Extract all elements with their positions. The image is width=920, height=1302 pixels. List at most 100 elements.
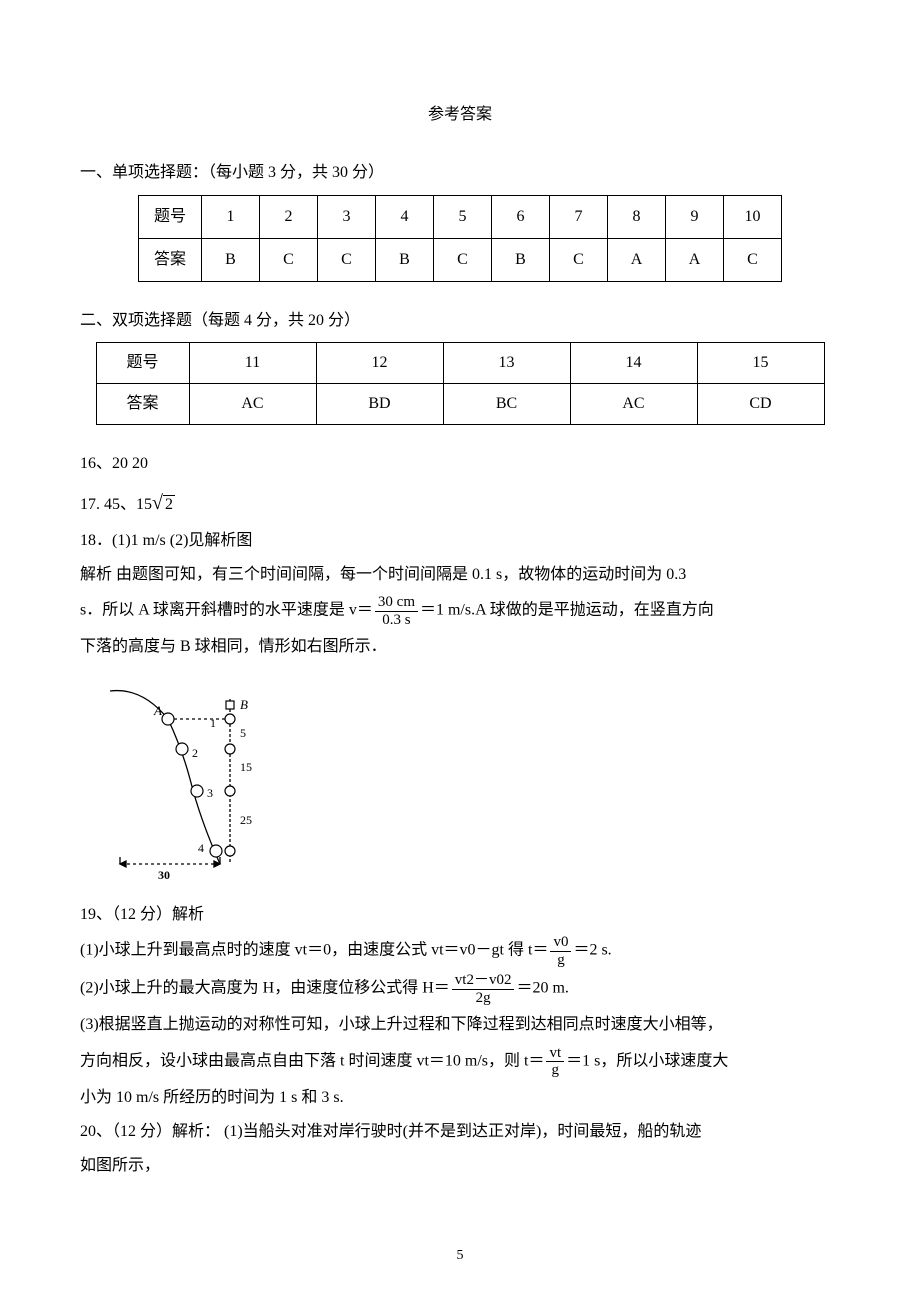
table-col: 11 — [189, 343, 316, 384]
table-cell: C — [550, 238, 608, 281]
ball-b3-icon — [225, 786, 235, 796]
table-col: 15 — [697, 343, 824, 384]
q19-l2: (2)小球上升的最大高度为 H，由速度位移公式得 H＝vt2－v022g＝20 … — [80, 972, 840, 1006]
table-col: 2 — [260, 195, 318, 238]
ball-b1-icon — [225, 714, 235, 724]
table-cell: CD — [697, 384, 824, 425]
table-head-label: 题号 — [96, 343, 189, 384]
label-A: A — [153, 703, 162, 718]
q18-line2b: s．所以 A 球离开斜槽时的水平速度是 v＝30 cm0.3 s＝1 m/s.A… — [80, 594, 840, 628]
fraction-icon: vt2－v022g — [452, 972, 515, 1006]
table-cell: BC — [443, 384, 570, 425]
label-4: 4 — [198, 841, 204, 855]
q18-l2b-pre: s．所以 A 球离开斜槽时的水平速度是 v＝ — [80, 602, 373, 619]
table-cell: C — [260, 238, 318, 281]
frac-num: v0 — [550, 934, 571, 952]
q17-coef: 15 — [136, 496, 152, 513]
table-col: 1 — [202, 195, 260, 238]
arrow-left-icon — [120, 861, 126, 867]
frac-den: g — [550, 952, 571, 969]
table-cell: A — [608, 238, 666, 281]
table-col: 9 — [666, 195, 724, 238]
frac-den: g — [546, 1062, 564, 1079]
q16-text: 16、20 20 — [80, 449, 840, 479]
table-row: 题号 11 12 13 14 15 — [96, 343, 824, 384]
q20-head: 20、（12 分）解析： (1)当船头对准对岸行驶时(并不是到达正对岸)，时间最… — [80, 1117, 840, 1147]
table-cell: BD — [316, 384, 443, 425]
q17-radicand: 2 — [163, 495, 175, 513]
trajectory-diagram: A B 1 5 2 15 3 25 4 30 — [90, 679, 290, 884]
label-2: 2 — [192, 746, 198, 760]
label-30: 30 — [158, 868, 170, 882]
table-col: 7 — [550, 195, 608, 238]
label-B: B — [240, 697, 248, 712]
table-cell: C — [724, 238, 782, 281]
q17-text: 17. 45、15√2 — [80, 484, 840, 522]
table-cell: AC — [189, 384, 316, 425]
q19-l1b: ＝2 s. — [573, 942, 611, 959]
q19-head: 19、（12 分）解析 — [80, 900, 840, 930]
table-row: 答案 B C C B C B C A A C — [139, 238, 782, 281]
label-15: 15 — [240, 760, 252, 774]
table-cell: C — [434, 238, 492, 281]
frac-num: vt — [546, 1045, 564, 1063]
ball-a2-icon — [176, 743, 188, 755]
table-col: 14 — [570, 343, 697, 384]
q19-l5: 小为 10 m/s 所经历的时间为 1 s 和 3 s. — [80, 1083, 840, 1113]
table-cell: B — [202, 238, 260, 281]
sqrt-icon: √2 — [152, 484, 175, 522]
table-row: 题号 1 2 3 4 5 6 7 8 9 10 — [139, 195, 782, 238]
q18-l2b-post: ＝1 m/s.A 球做的是平抛运动，在竖直方向 — [420, 602, 714, 619]
table-row-label: 答案 — [96, 384, 189, 425]
frac-den: 0.3 s — [375, 612, 418, 629]
table-cell: A — [666, 238, 724, 281]
page-container: 参考答案 一、单项选择题：（每小题 3 分，共 30 分） 题号 1 2 3 4… — [0, 0, 920, 1302]
table-col: 6 — [492, 195, 550, 238]
table-col: 3 — [318, 195, 376, 238]
label-3: 3 — [207, 786, 213, 800]
table-col: 10 — [724, 195, 782, 238]
q19-l2a: (2)小球上升的最大高度为 H，由速度位移公式得 H＝ — [80, 980, 450, 997]
q18-line3: 下落的高度与 B 球相同，情形如右图所示． — [80, 632, 840, 662]
frac-den: 2g — [452, 990, 515, 1007]
q20-tail: 如图所示， — [80, 1151, 840, 1181]
fraction-icon: vtg — [546, 1045, 564, 1079]
label-1: 1 — [210, 716, 216, 730]
page-title: 参考答案 — [80, 100, 840, 130]
ball-a3-icon — [191, 785, 203, 797]
ball-a1-icon — [162, 713, 174, 725]
table-double-choice: 题号 11 12 13 14 15 答案 AC BD BC AC CD — [96, 342, 825, 425]
table-row: 答案 AC BD BC AC CD — [96, 384, 824, 425]
q19-l4: 方向相反，设小球由最高点自由下落 t 时间速度 vt＝10 m/s，则 t＝vt… — [80, 1045, 840, 1079]
q17-pre: 17. 45、 — [80, 496, 136, 513]
frac-num: 30 cm — [375, 594, 418, 612]
frac-num: vt2－v02 — [452, 972, 515, 990]
ball-a4-icon — [210, 845, 222, 857]
table-cell: AC — [570, 384, 697, 425]
table-cell: C — [318, 238, 376, 281]
fraction-icon: v0g — [550, 934, 571, 968]
label-5: 5 — [240, 726, 246, 740]
section2-heading: 二、双项选择题（每题 4 分，共 20 分） — [80, 306, 840, 336]
q19-l1: (1)小球上升到最高点时的速度 vt＝0，由速度公式 vt＝v0－gt 得 t＝… — [80, 934, 840, 968]
table-cell: B — [376, 238, 434, 281]
q19-l3: (3)根据竖直上抛运动的对称性可知，小球上升过程和下降过程到达相同点时速度大小相… — [80, 1010, 840, 1040]
table-col: 5 — [434, 195, 492, 238]
table-row-label: 答案 — [139, 238, 202, 281]
q19-l4a: 方向相反，设小球由最高点自由下落 t 时间速度 vt＝10 m/s，则 t＝ — [80, 1052, 544, 1069]
table-col: 13 — [443, 343, 570, 384]
ball-b4-icon — [225, 846, 235, 856]
page-number: 5 — [0, 1243, 920, 1270]
q19-l1a: (1)小球上升到最高点时的速度 vt＝0，由速度公式 vt＝v0－gt 得 t＝ — [80, 942, 548, 959]
table-single-choice: 题号 1 2 3 4 5 6 7 8 9 10 答案 B C C B C B C… — [138, 195, 782, 282]
section1-heading: 一、单项选择题：（每小题 3 分，共 30 分） — [80, 158, 840, 188]
q19-l4b: ＝1 s，所以小球速度大 — [566, 1052, 728, 1069]
q18-line2a: 解析 由题图可知，有三个时间间隔，每一个时间间隔是 0.1 s，故物体的运动时间… — [80, 560, 840, 590]
fraction-icon: 30 cm0.3 s — [375, 594, 418, 628]
table-col: 4 — [376, 195, 434, 238]
block-b-icon — [226, 701, 234, 709]
q19-l2b: ＝20 m. — [516, 980, 568, 997]
label-25: 25 — [240, 813, 252, 827]
table-cell: B — [492, 238, 550, 281]
table-col: 8 — [608, 195, 666, 238]
